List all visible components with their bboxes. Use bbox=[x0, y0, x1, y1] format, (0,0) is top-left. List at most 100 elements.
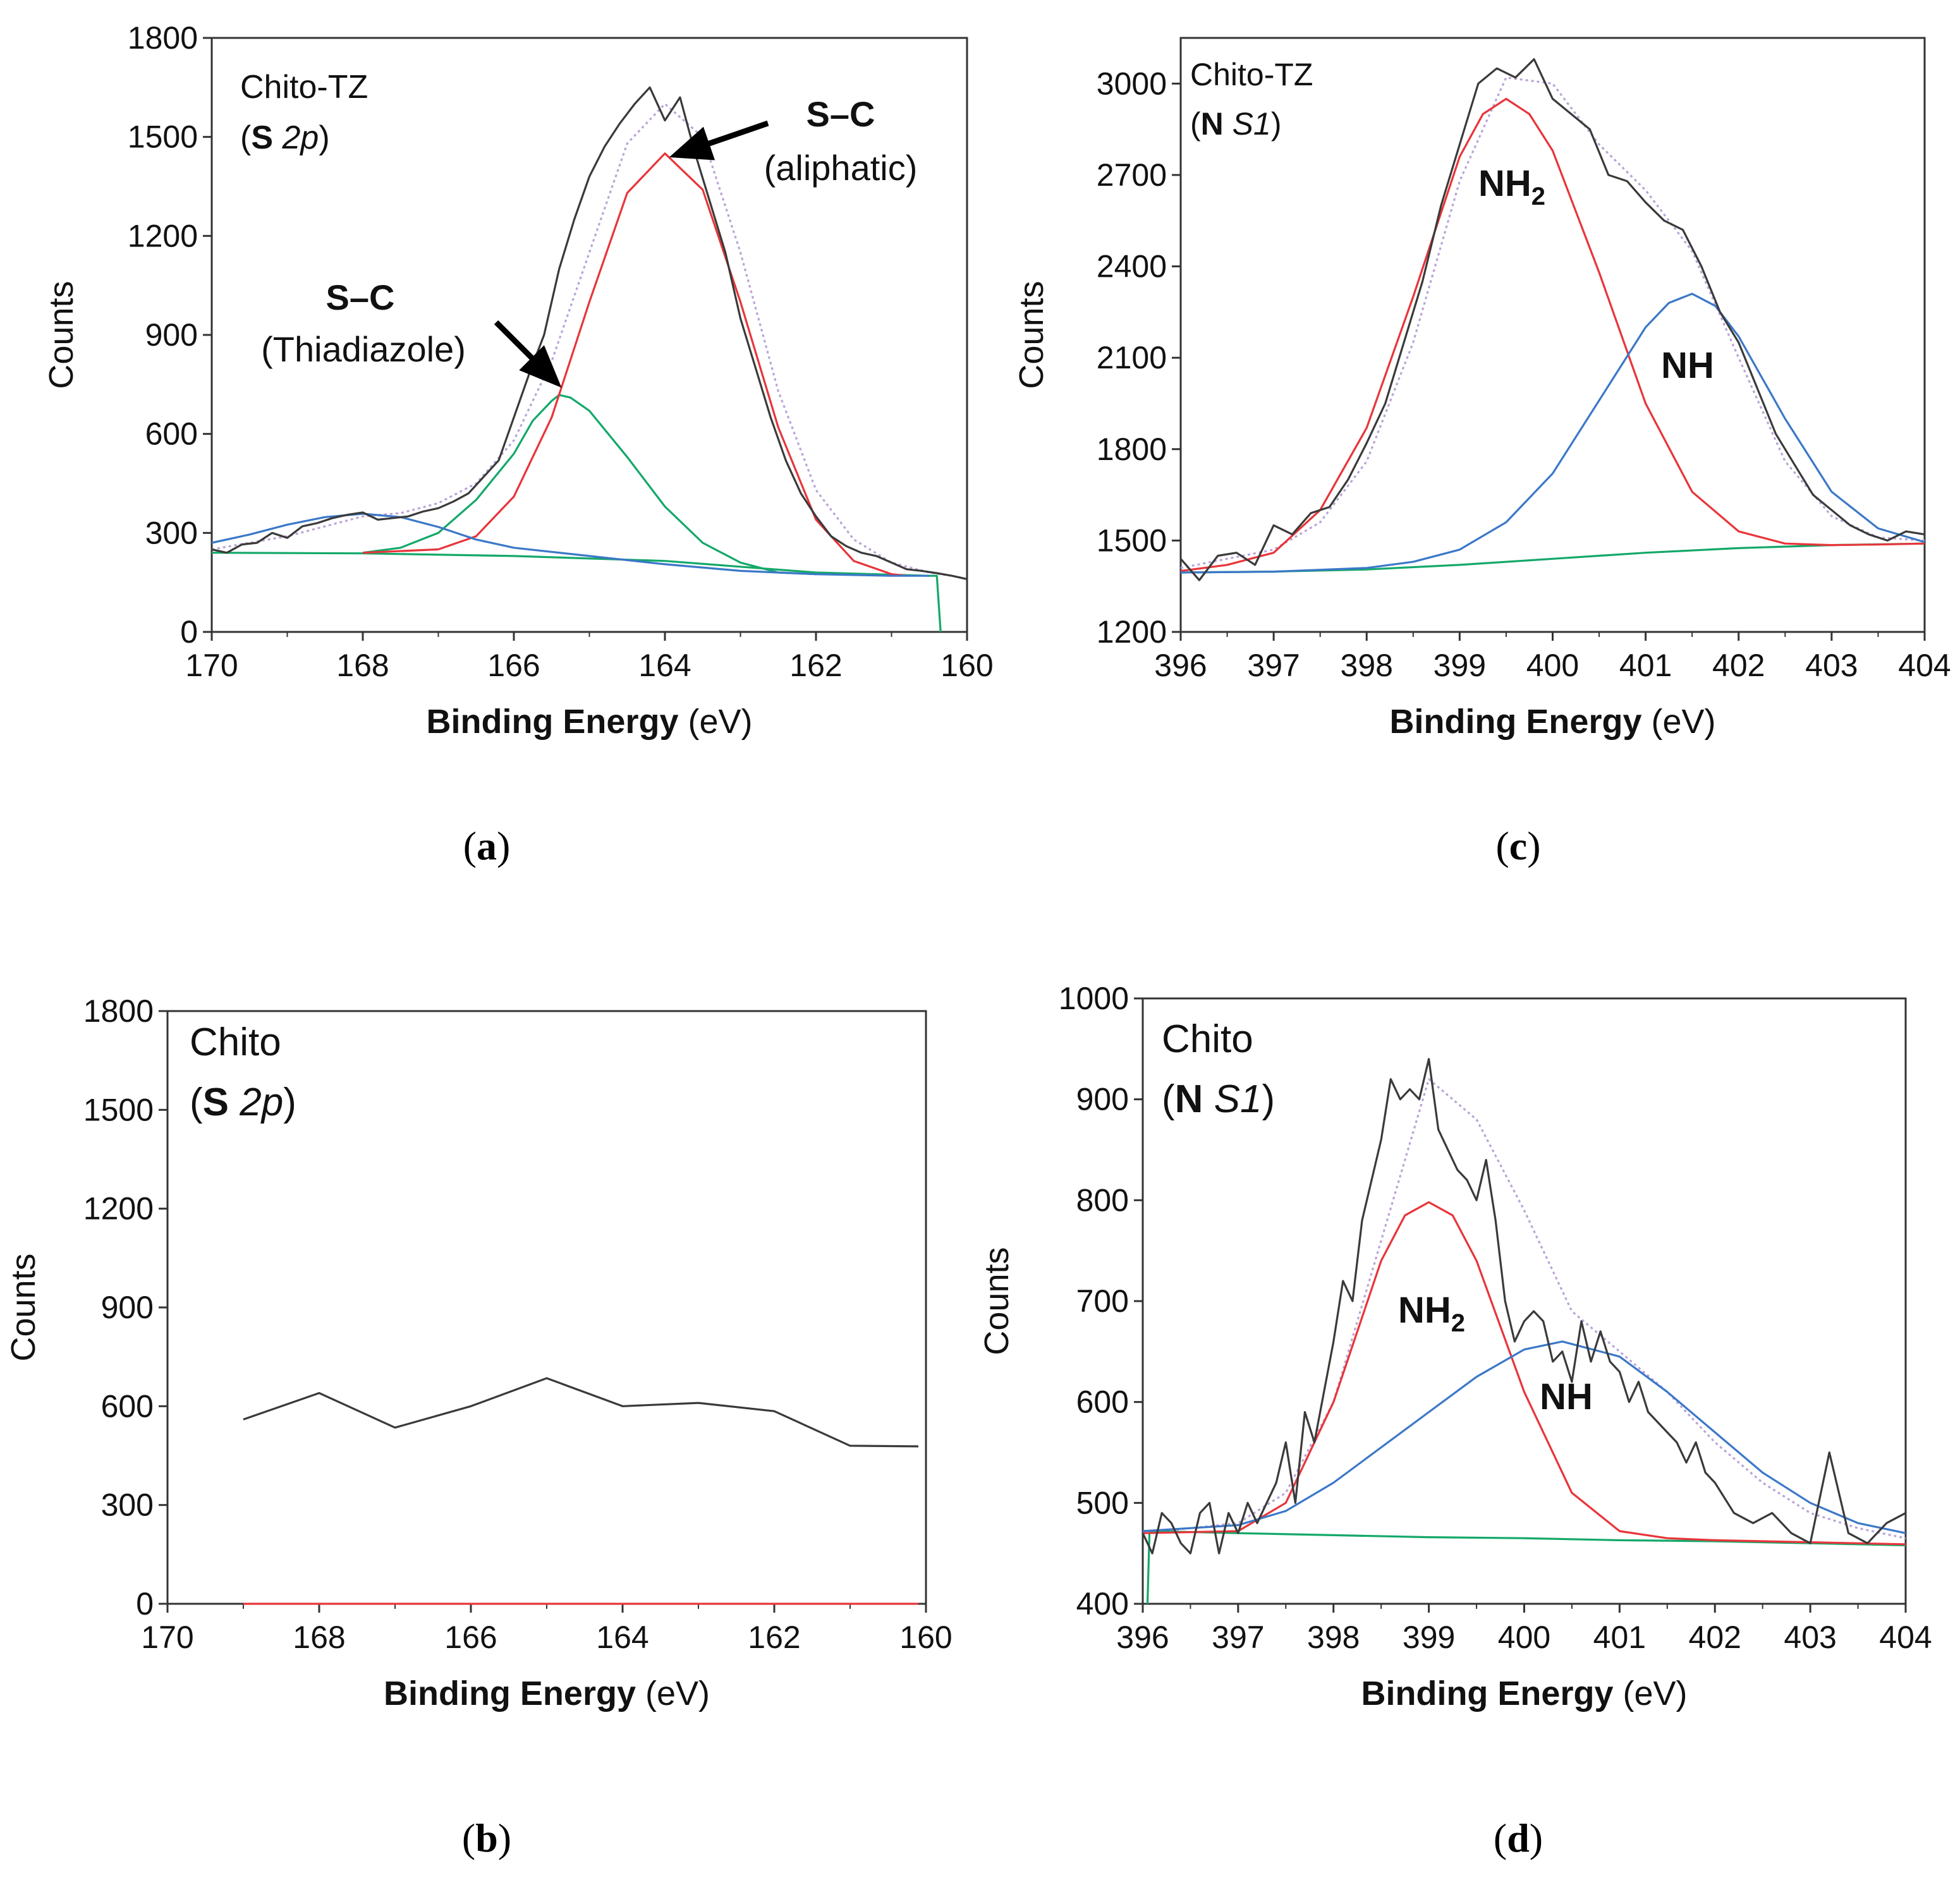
orbital-name: S1 bbox=[1224, 106, 1271, 142]
caption-paren-close: ) bbox=[497, 823, 510, 868]
orbital-paren-open: ( bbox=[190, 1081, 203, 1124]
caption-paren-close: ) bbox=[1527, 823, 1540, 868]
peak-label-title: S–C bbox=[807, 94, 875, 134]
caption-paren-close: ) bbox=[498, 1815, 511, 1860]
y-axis-title: Counts bbox=[1013, 281, 1050, 389]
y-tick-label: 500 bbox=[1076, 1485, 1129, 1520]
orbital-name: 2p bbox=[273, 119, 319, 156]
x-tick-label: 404 bbox=[1879, 1620, 1932, 1655]
orbital-paren-open: ( bbox=[1162, 1077, 1175, 1121]
panel-d: 396 397 398 399 400 401 402 403 404 400 500 600 700 8… bbox=[978, 981, 1932, 1860]
peak-label: NH bbox=[1661, 345, 1714, 386]
sample-label: Chito bbox=[1162, 1017, 1253, 1061]
x-tick-label: 164 bbox=[638, 648, 691, 683]
y-tick-label: 900 bbox=[101, 1290, 154, 1325]
x-tick-label: 402 bbox=[1689, 1620, 1741, 1655]
y-tick-label: 1000 bbox=[1059, 981, 1129, 1016]
y-tick-label: 2700 bbox=[1097, 157, 1167, 193]
x-axis-title-unit: (eV) bbox=[636, 1675, 710, 1712]
x-tick-label: 399 bbox=[1403, 1620, 1455, 1655]
x-tick-label: 162 bbox=[748, 1620, 800, 1655]
x-axis-title-bold: Binding Energy bbox=[1389, 703, 1641, 741]
caption-paren-close: ) bbox=[1530, 1815, 1543, 1860]
x-tick-label: 403 bbox=[1784, 1620, 1836, 1655]
series-background bbox=[211, 552, 942, 633]
sample-label: Chito bbox=[190, 1021, 281, 1064]
series-s-c-thiadiazole bbox=[362, 394, 817, 576]
x-tick-label: 400 bbox=[1526, 648, 1579, 683]
x-tick-label: 164 bbox=[596, 1620, 648, 1655]
y-tick-label: 1200 bbox=[83, 1191, 154, 1227]
x-tick-label: 400 bbox=[1498, 1620, 1550, 1655]
x-tick-label: 403 bbox=[1805, 648, 1858, 683]
y-tick-label: 300 bbox=[145, 515, 198, 550]
caption-paren-open: ( bbox=[463, 823, 477, 868]
x-tick-label: 162 bbox=[789, 648, 842, 683]
y-axis-title: Counts bbox=[4, 1253, 42, 1361]
orbital-name: S1 bbox=[1203, 1077, 1262, 1121]
y-tick-label: 2100 bbox=[1097, 340, 1167, 375]
annotation-arrow-head bbox=[669, 126, 715, 161]
orbital-element: S bbox=[203, 1081, 229, 1124]
orbital-name: 2p bbox=[229, 1081, 283, 1124]
peak-label-subscript: 2 bbox=[1451, 1309, 1465, 1337]
peak-label-main: NH bbox=[1661, 345, 1714, 386]
caption-letter: a bbox=[477, 823, 497, 868]
y-tick-label: 2400 bbox=[1097, 249, 1167, 284]
orbital-element: N bbox=[1201, 106, 1224, 142]
y-tick-label: 1500 bbox=[128, 119, 198, 155]
x-axis-title: Binding Energy (eV) bbox=[426, 703, 752, 741]
panel-caption: (b) bbox=[462, 1815, 511, 1860]
series-envelope bbox=[211, 102, 953, 577]
x-axis-title-unit: (eV) bbox=[678, 703, 752, 741]
sample-label: Chito-TZ bbox=[240, 69, 368, 106]
y-tick-label: 1500 bbox=[83, 1092, 154, 1127]
orbital-paren-close: ) bbox=[319, 119, 329, 156]
y-tick-label: 900 bbox=[1076, 1082, 1129, 1117]
y-tick-label: 1500 bbox=[1097, 523, 1167, 558]
y-tick-label: 700 bbox=[1076, 1283, 1129, 1319]
peak-label-subtitle: (aliphatic) bbox=[764, 148, 918, 188]
y-tick-label: 600 bbox=[101, 1388, 154, 1424]
panel-caption: (c) bbox=[1495, 823, 1540, 868]
sample-label: Chito-TZ bbox=[1190, 57, 1313, 92]
y-tick-label: 600 bbox=[145, 416, 198, 452]
series-s-2p3-2-satellite bbox=[211, 512, 930, 577]
y-tick-label: 0 bbox=[180, 614, 198, 650]
orbital-paren-open: ( bbox=[1190, 106, 1201, 142]
orbital-label: (S 2p) bbox=[190, 1081, 296, 1124]
panel-caption: (a) bbox=[463, 823, 511, 868]
x-axis-title: Binding Energy (eV) bbox=[1389, 703, 1715, 741]
x-tick-label: 160 bbox=[940, 648, 993, 683]
orbital-label: (N S1) bbox=[1190, 106, 1281, 142]
series-raw bbox=[211, 86, 968, 580]
x-tick-label: 170 bbox=[141, 1620, 193, 1655]
panel-b: 170 168 166 164 162 160 0 300 600 900 1200 1500 1800… bbox=[4, 993, 953, 1860]
x-axis-title: Binding Energy (eV) bbox=[384, 1675, 710, 1712]
x-tick-label: 168 bbox=[293, 1620, 345, 1655]
series-raw bbox=[1141, 1058, 1906, 1555]
caption-letter: c bbox=[1509, 823, 1527, 868]
orbital-element: S bbox=[251, 119, 273, 156]
orbital-paren-close: ) bbox=[283, 1081, 296, 1124]
orbital-paren-close: ) bbox=[1262, 1077, 1275, 1121]
x-tick-label: 396 bbox=[1154, 648, 1207, 683]
peak-label-main: NH bbox=[1478, 163, 1531, 204]
orbital-element: N bbox=[1175, 1077, 1203, 1121]
peak-label-title: S–C bbox=[326, 277, 395, 317]
caption-letter: b bbox=[475, 1815, 498, 1860]
x-tick-label: 398 bbox=[1307, 1620, 1360, 1655]
x-tick-label: 397 bbox=[1247, 648, 1300, 683]
series-nh2 bbox=[1142, 1201, 1906, 1546]
x-axis-title-unit: (eV) bbox=[1641, 703, 1715, 741]
panel-caption: (d) bbox=[1494, 1815, 1543, 1860]
x-tick-label: 396 bbox=[1116, 1620, 1169, 1655]
x-axis-title-unit: (eV) bbox=[1613, 1675, 1687, 1712]
peak-label-subtitle: (Thiadiazole) bbox=[261, 329, 466, 369]
panel-c: 396 397 398 399 400 401 402 403 404 1200 1500 1800 2… bbox=[1013, 37, 1951, 868]
x-tick-label: 398 bbox=[1341, 648, 1393, 683]
x-axis-title-bold: Binding Energy bbox=[384, 1675, 636, 1712]
x-tick-label: 401 bbox=[1619, 648, 1672, 683]
peak-label-main: NH bbox=[1398, 1290, 1451, 1331]
